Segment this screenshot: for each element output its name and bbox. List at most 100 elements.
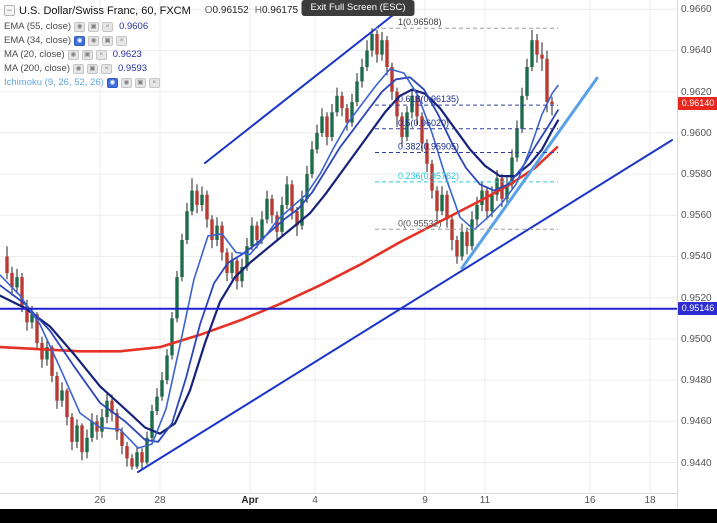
candle-body: [320, 116, 324, 133]
price-chart-canvas[interactable]: 1(0.96508) 0.618(0.96135) 0.5(0.96020) 0.38…: [0, 0, 677, 493]
selected-flag-icon[interactable]: ◉: [74, 35, 86, 46]
candle-body: [50, 347, 54, 376]
open-value: 0.96152: [212, 5, 249, 16]
candle-body: [190, 190, 194, 212]
indicator-label[interactable]: MA (20, close): [4, 49, 65, 60]
high-label: H: [254, 5, 262, 16]
candle-body: [65, 390, 69, 418]
candle-body: [460, 231, 464, 257]
candle-body: [180, 240, 184, 278]
indicator-label[interactable]: Ichimoku (9, 26, 52, 26): [4, 77, 104, 88]
trend-line[interactable]: [204, 7, 403, 164]
candle-body: [200, 194, 204, 205]
candle-body: [355, 81, 359, 102]
legend-collapse-icon[interactable]: −: [4, 5, 15, 16]
candle-body: [130, 458, 134, 467]
price-tick-label: 0.9560: [681, 210, 712, 221]
candle-body: [5, 256, 9, 273]
candle-body: [315, 132, 319, 150]
candle-body: [385, 40, 389, 67]
candle-body: [400, 116, 404, 137]
price-tick-label: 0.9660: [681, 4, 712, 15]
candle-body: [80, 425, 84, 453]
candle-body: [275, 215, 279, 232]
close-icon[interactable]: ×: [116, 35, 128, 46]
candle-body: [495, 178, 499, 195]
candle-body: [265, 198, 269, 220]
indicator-row-ema34: EMA (34, close) ◉ ◉ ▣ ×: [4, 35, 395, 46]
candle-body: [340, 95, 344, 109]
settings-icon[interactable]: ▣: [81, 49, 93, 60]
candle-body: [185, 211, 189, 240]
candle-body: [30, 314, 34, 323]
close-icon[interactable]: ×: [101, 63, 112, 74]
price-tick-label: 0.9440: [681, 458, 712, 469]
candle-body: [20, 277, 24, 306]
candle-body: [410, 95, 414, 113]
trend-line[interactable]: [460, 76, 599, 270]
time-tick-label: Apr: [241, 495, 259, 506]
settings-icon[interactable]: ▣: [87, 63, 98, 74]
close-icon[interactable]: ×: [102, 21, 114, 32]
time-tick-label: 4: [312, 495, 318, 506]
eye-icon[interactable]: ◉: [120, 77, 132, 88]
grid-layer: [0, 0, 677, 493]
indicator-value: 0.9606: [119, 21, 149, 32]
ma-layer: [0, 68, 560, 449]
candle-body: [490, 194, 494, 212]
candle-body: [465, 231, 469, 247]
candle-body: [350, 102, 354, 123]
settings-icon[interactable]: ▣: [134, 77, 146, 88]
candle-body: [165, 355, 169, 381]
drawings-layer[interactable]: 1(0.96508) 0.618(0.96135) 0.5(0.96020) 0.38…: [0, 7, 677, 473]
time-tick-label: 26: [94, 495, 106, 506]
symbol-title[interactable]: U.S. Dollar/Swiss Franc, 60, FXCM: [19, 4, 191, 17]
candle-body: [550, 101, 554, 105]
price-tick-label: 0.9600: [681, 128, 712, 139]
settings-icon[interactable]: ▣: [88, 21, 100, 32]
indicator-label[interactable]: MA (200, close): [4, 63, 70, 74]
eye-icon[interactable]: ◉: [88, 35, 100, 46]
high-value: 0.96175: [261, 5, 299, 16]
price-tick-label: 0.9500: [681, 334, 712, 345]
candle-body: [285, 184, 289, 205]
candle-body: [540, 54, 544, 59]
eye-icon[interactable]: ◉: [67, 49, 79, 60]
candle-body: [440, 194, 444, 212]
settings-icon[interactable]: ▣: [102, 35, 114, 46]
close-icon[interactable]: ×: [148, 77, 160, 88]
fib-level-label: 1(0.96508): [398, 17, 442, 27]
indicator-label[interactable]: EMA (55, close): [4, 21, 72, 32]
price-tick-label: 0.9640: [681, 45, 712, 56]
candle-body: [300, 198, 304, 226]
price-tick-label: 0.9580: [681, 169, 712, 180]
candle-body: [210, 219, 214, 240]
selected-flag-icon[interactable]: ◉: [106, 77, 118, 88]
indicator-label[interactable]: EMA (34, close): [4, 35, 72, 46]
candle-body: [335, 95, 339, 113]
trend-line[interactable]: [137, 139, 673, 473]
candle-body: [295, 211, 299, 226]
time-tick-label: 16: [584, 495, 596, 506]
ema-34-line: [0, 76, 559, 443]
candle-body: [195, 190, 199, 205]
candle-body: [220, 225, 224, 253]
time-axis[interactable]: 26 28 Apr 4 9 11 16 18: [0, 493, 677, 509]
price-tick-label: 0.9480: [681, 375, 712, 386]
price-axis[interactable]: 0.9660 0.9640 0.9620 0.9600 0.9580 0.9560 0.95…: [677, 0, 717, 509]
eye-icon[interactable]: ◉: [73, 63, 84, 74]
candle-body: [515, 128, 519, 158]
close-icon[interactable]: ×: [95, 49, 107, 60]
indicator-row-ichimoku: Ichimoku (9, 26, 52, 26) ◉ ◉ ▣ ×: [4, 77, 395, 88]
candle-body: [155, 396, 159, 411]
candle-body: [175, 277, 179, 319]
candle-body: [235, 260, 239, 282]
candle-body: [395, 91, 399, 117]
eye-icon[interactable]: ◉: [74, 21, 86, 32]
time-tick-label: 18: [644, 495, 656, 506]
candle-body: [525, 67, 529, 96]
ma-200-line: [0, 146, 559, 353]
candle-body: [390, 67, 394, 92]
candles-layer: [5, 28, 554, 470]
